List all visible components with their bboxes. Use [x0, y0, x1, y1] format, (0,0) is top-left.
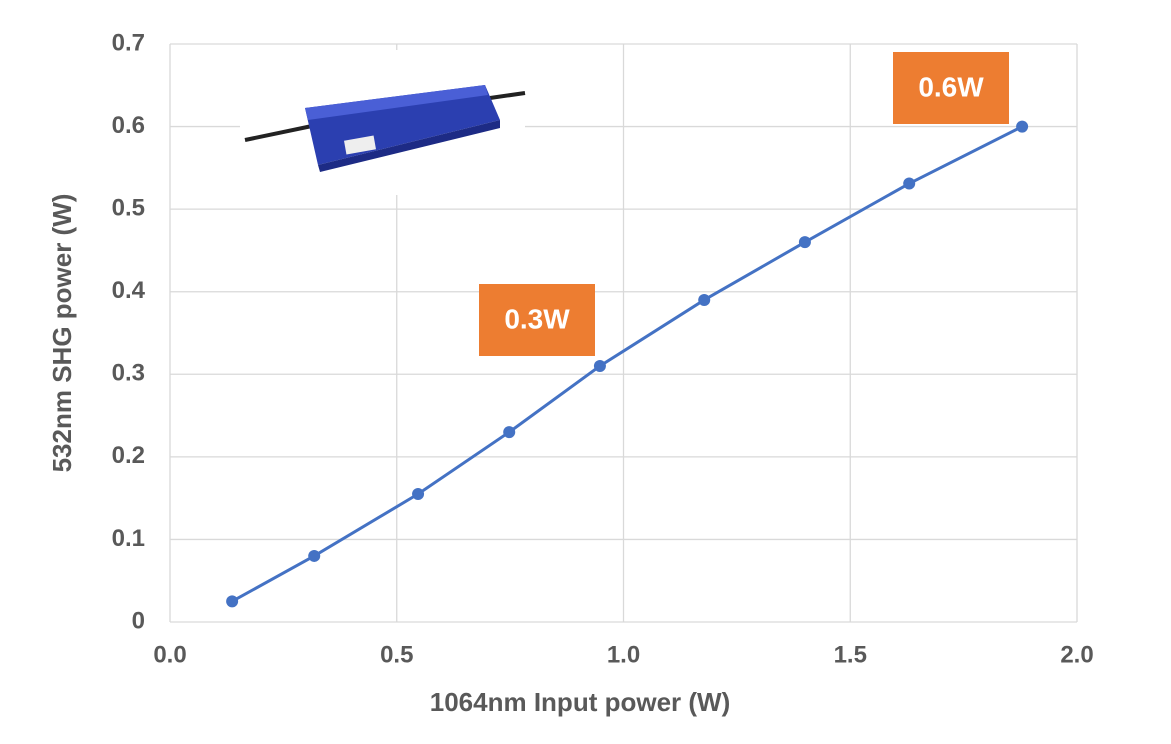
point [412, 488, 425, 501]
x-tick-label: 2.0 [1060, 641, 1093, 668]
y-tick-label: 0.2 [112, 442, 145, 469]
x-tick-label: 1.0 [607, 641, 640, 668]
point [1016, 120, 1029, 133]
point [798, 236, 811, 249]
y-tick-label: 0.6 [112, 112, 145, 139]
line [231, 125, 1023, 603]
x-tick-label: 0.5 [380, 641, 413, 668]
annotation: 0.3W [504, 303, 570, 334]
point [503, 426, 516, 439]
annotation-box [893, 52, 1009, 124]
y-tick-label: 0 [132, 607, 145, 634]
annotation-box [479, 284, 595, 356]
point [226, 595, 239, 608]
annotation: 0.6W [918, 71, 984, 102]
y-tick-label: 0.1 [112, 525, 145, 552]
y-tick-label: 0.4 [112, 277, 146, 304]
point [698, 293, 711, 306]
point [903, 177, 916, 190]
x-axis-title: 1064nm Input power (W) [430, 687, 730, 717]
product-image [240, 50, 526, 195]
point [308, 549, 321, 562]
point [593, 360, 606, 373]
y-axis-title: 532nm SHG power (W) [47, 194, 77, 473]
y-tick-label: 0.3 [112, 360, 145, 387]
x-tick-label: 1.5 [834, 641, 867, 668]
y-tick-label: 0.5 [112, 194, 145, 221]
grid [169, 43, 1078, 623]
y-tick-label: 0.7 [112, 29, 145, 56]
x-tick-label: 0.0 [153, 641, 186, 668]
